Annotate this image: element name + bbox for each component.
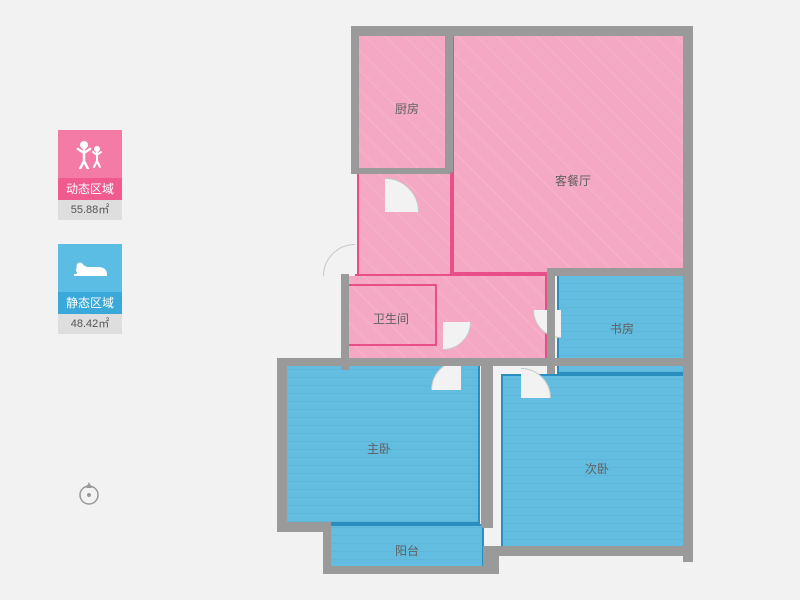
- wall: [495, 546, 693, 556]
- wall: [277, 358, 347, 366]
- room-label-kitchen: 厨房: [395, 100, 419, 117]
- wall: [351, 168, 451, 174]
- wall: [341, 274, 349, 370]
- room-label-balcony: 阳台: [395, 542, 419, 559]
- legend-dynamic-value: 55.88㎡: [58, 200, 122, 220]
- room-living: [452, 34, 687, 274]
- compass-icon: [76, 480, 102, 506]
- legend-dynamic: 动态区域 55.88㎡: [58, 130, 122, 220]
- wall: [445, 32, 453, 172]
- room-label-master: 主卧: [367, 440, 391, 457]
- wall: [323, 522, 331, 572]
- people-icon: [58, 130, 122, 178]
- wall: [277, 358, 287, 530]
- wall: [351, 26, 359, 174]
- sleep-icon: [58, 244, 122, 292]
- room-label-living: 客餐厅: [555, 172, 591, 189]
- wall: [341, 358, 693, 366]
- room-label-second: 次卧: [585, 460, 609, 477]
- room-label-study: 书房: [610, 320, 634, 337]
- floorplan: 客餐厅 厨房书房主卧次卧阳台 卫生间: [285, 22, 705, 578]
- wall: [683, 546, 693, 562]
- legend-static-title: 静态区域: [58, 292, 122, 314]
- legend-static: 静态区域 48.42㎡: [58, 244, 122, 334]
- legend-static-value: 48.42㎡: [58, 314, 122, 334]
- legend-dynamic-title: 动态区域: [58, 178, 122, 200]
- wall: [323, 566, 491, 574]
- wall: [351, 26, 693, 36]
- wall: [547, 268, 693, 276]
- wall: [277, 522, 325, 532]
- legend: 动态区域 55.88㎡ 静态区域 48.42㎡: [58, 130, 122, 358]
- wall: [683, 26, 693, 562]
- wall: [481, 364, 493, 528]
- room-label-bathroom: 卫生间: [373, 310, 409, 327]
